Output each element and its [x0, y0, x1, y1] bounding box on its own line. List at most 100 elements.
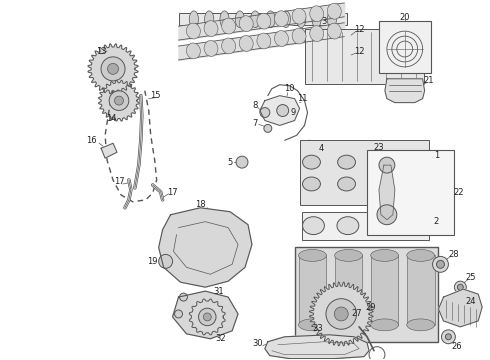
Polygon shape: [309, 282, 373, 346]
Bar: [371, 255, 398, 325]
Ellipse shape: [186, 23, 200, 39]
Polygon shape: [379, 165, 395, 220]
Polygon shape: [98, 80, 140, 121]
Bar: [178, 13, 347, 25]
Bar: [407, 255, 435, 325]
Ellipse shape: [250, 11, 260, 28]
Ellipse shape: [220, 11, 229, 28]
Text: 22: 22: [453, 188, 464, 197]
Ellipse shape: [327, 3, 341, 19]
Text: 10: 10: [284, 84, 295, 93]
Bar: [367, 150, 454, 235]
Ellipse shape: [408, 177, 426, 191]
Ellipse shape: [221, 18, 236, 34]
Circle shape: [379, 157, 395, 173]
Ellipse shape: [302, 177, 320, 191]
Text: 19: 19: [147, 257, 158, 266]
Circle shape: [326, 299, 357, 329]
Circle shape: [109, 91, 129, 111]
Ellipse shape: [371, 249, 398, 261]
Text: 9: 9: [290, 108, 295, 117]
Circle shape: [101, 57, 125, 81]
Bar: [379, 21, 431, 73]
Polygon shape: [385, 79, 425, 103]
Ellipse shape: [302, 155, 320, 169]
Circle shape: [334, 307, 348, 321]
Text: 30: 30: [252, 339, 263, 348]
Circle shape: [454, 281, 466, 293]
Text: 27: 27: [352, 310, 363, 319]
Text: 29: 29: [366, 302, 376, 311]
Ellipse shape: [257, 13, 271, 29]
Circle shape: [457, 284, 464, 290]
Ellipse shape: [204, 21, 218, 36]
Text: 4: 4: [319, 144, 324, 153]
Ellipse shape: [274, 31, 289, 46]
Polygon shape: [189, 299, 225, 335]
Ellipse shape: [312, 11, 321, 28]
Text: 17: 17: [114, 177, 124, 186]
Text: 15: 15: [150, 91, 161, 100]
Ellipse shape: [298, 249, 326, 261]
Ellipse shape: [302, 217, 324, 235]
Bar: [335, 255, 363, 325]
Ellipse shape: [407, 249, 435, 261]
Ellipse shape: [189, 11, 198, 28]
Ellipse shape: [235, 11, 245, 28]
Text: 1: 1: [434, 151, 439, 160]
Ellipse shape: [373, 177, 391, 191]
Circle shape: [377, 205, 397, 225]
Ellipse shape: [338, 177, 355, 191]
Polygon shape: [101, 143, 117, 158]
Circle shape: [277, 105, 289, 117]
Circle shape: [179, 293, 188, 301]
Text: 3: 3: [322, 17, 327, 26]
Ellipse shape: [406, 217, 428, 235]
Ellipse shape: [296, 11, 306, 28]
Ellipse shape: [335, 249, 363, 261]
Circle shape: [198, 308, 216, 326]
Ellipse shape: [371, 217, 393, 235]
Polygon shape: [439, 289, 482, 327]
Text: 25: 25: [465, 273, 475, 282]
Text: 11: 11: [297, 94, 308, 103]
Polygon shape: [88, 44, 138, 94]
Ellipse shape: [204, 41, 218, 57]
Ellipse shape: [327, 11, 337, 28]
Circle shape: [441, 330, 455, 344]
Circle shape: [305, 140, 315, 150]
Ellipse shape: [274, 11, 289, 27]
Circle shape: [437, 260, 444, 268]
Ellipse shape: [310, 26, 324, 41]
Ellipse shape: [186, 43, 200, 59]
Text: 12: 12: [354, 46, 365, 55]
Bar: [301, 212, 429, 239]
Text: 12: 12: [354, 25, 365, 34]
Ellipse shape: [407, 319, 435, 331]
Text: 7: 7: [252, 119, 258, 128]
Bar: [294, 247, 439, 342]
Text: 5: 5: [227, 158, 233, 167]
Text: 8: 8: [252, 101, 258, 110]
Polygon shape: [159, 208, 252, 287]
Ellipse shape: [327, 23, 341, 39]
Text: 13: 13: [96, 46, 106, 55]
Circle shape: [445, 334, 451, 340]
Text: 33: 33: [312, 324, 323, 333]
Text: 17: 17: [167, 188, 178, 197]
Text: 26: 26: [451, 342, 462, 351]
Circle shape: [174, 310, 182, 318]
Ellipse shape: [371, 319, 398, 331]
Bar: [298, 255, 326, 325]
Circle shape: [115, 96, 123, 105]
Text: 18: 18: [195, 200, 206, 209]
Circle shape: [203, 313, 211, 321]
Circle shape: [264, 125, 272, 132]
Polygon shape: [172, 291, 238, 339]
Bar: [299, 140, 429, 205]
Ellipse shape: [239, 16, 253, 32]
Text: 14: 14: [106, 114, 116, 123]
Ellipse shape: [338, 155, 355, 169]
Ellipse shape: [408, 155, 426, 169]
Circle shape: [433, 256, 448, 272]
